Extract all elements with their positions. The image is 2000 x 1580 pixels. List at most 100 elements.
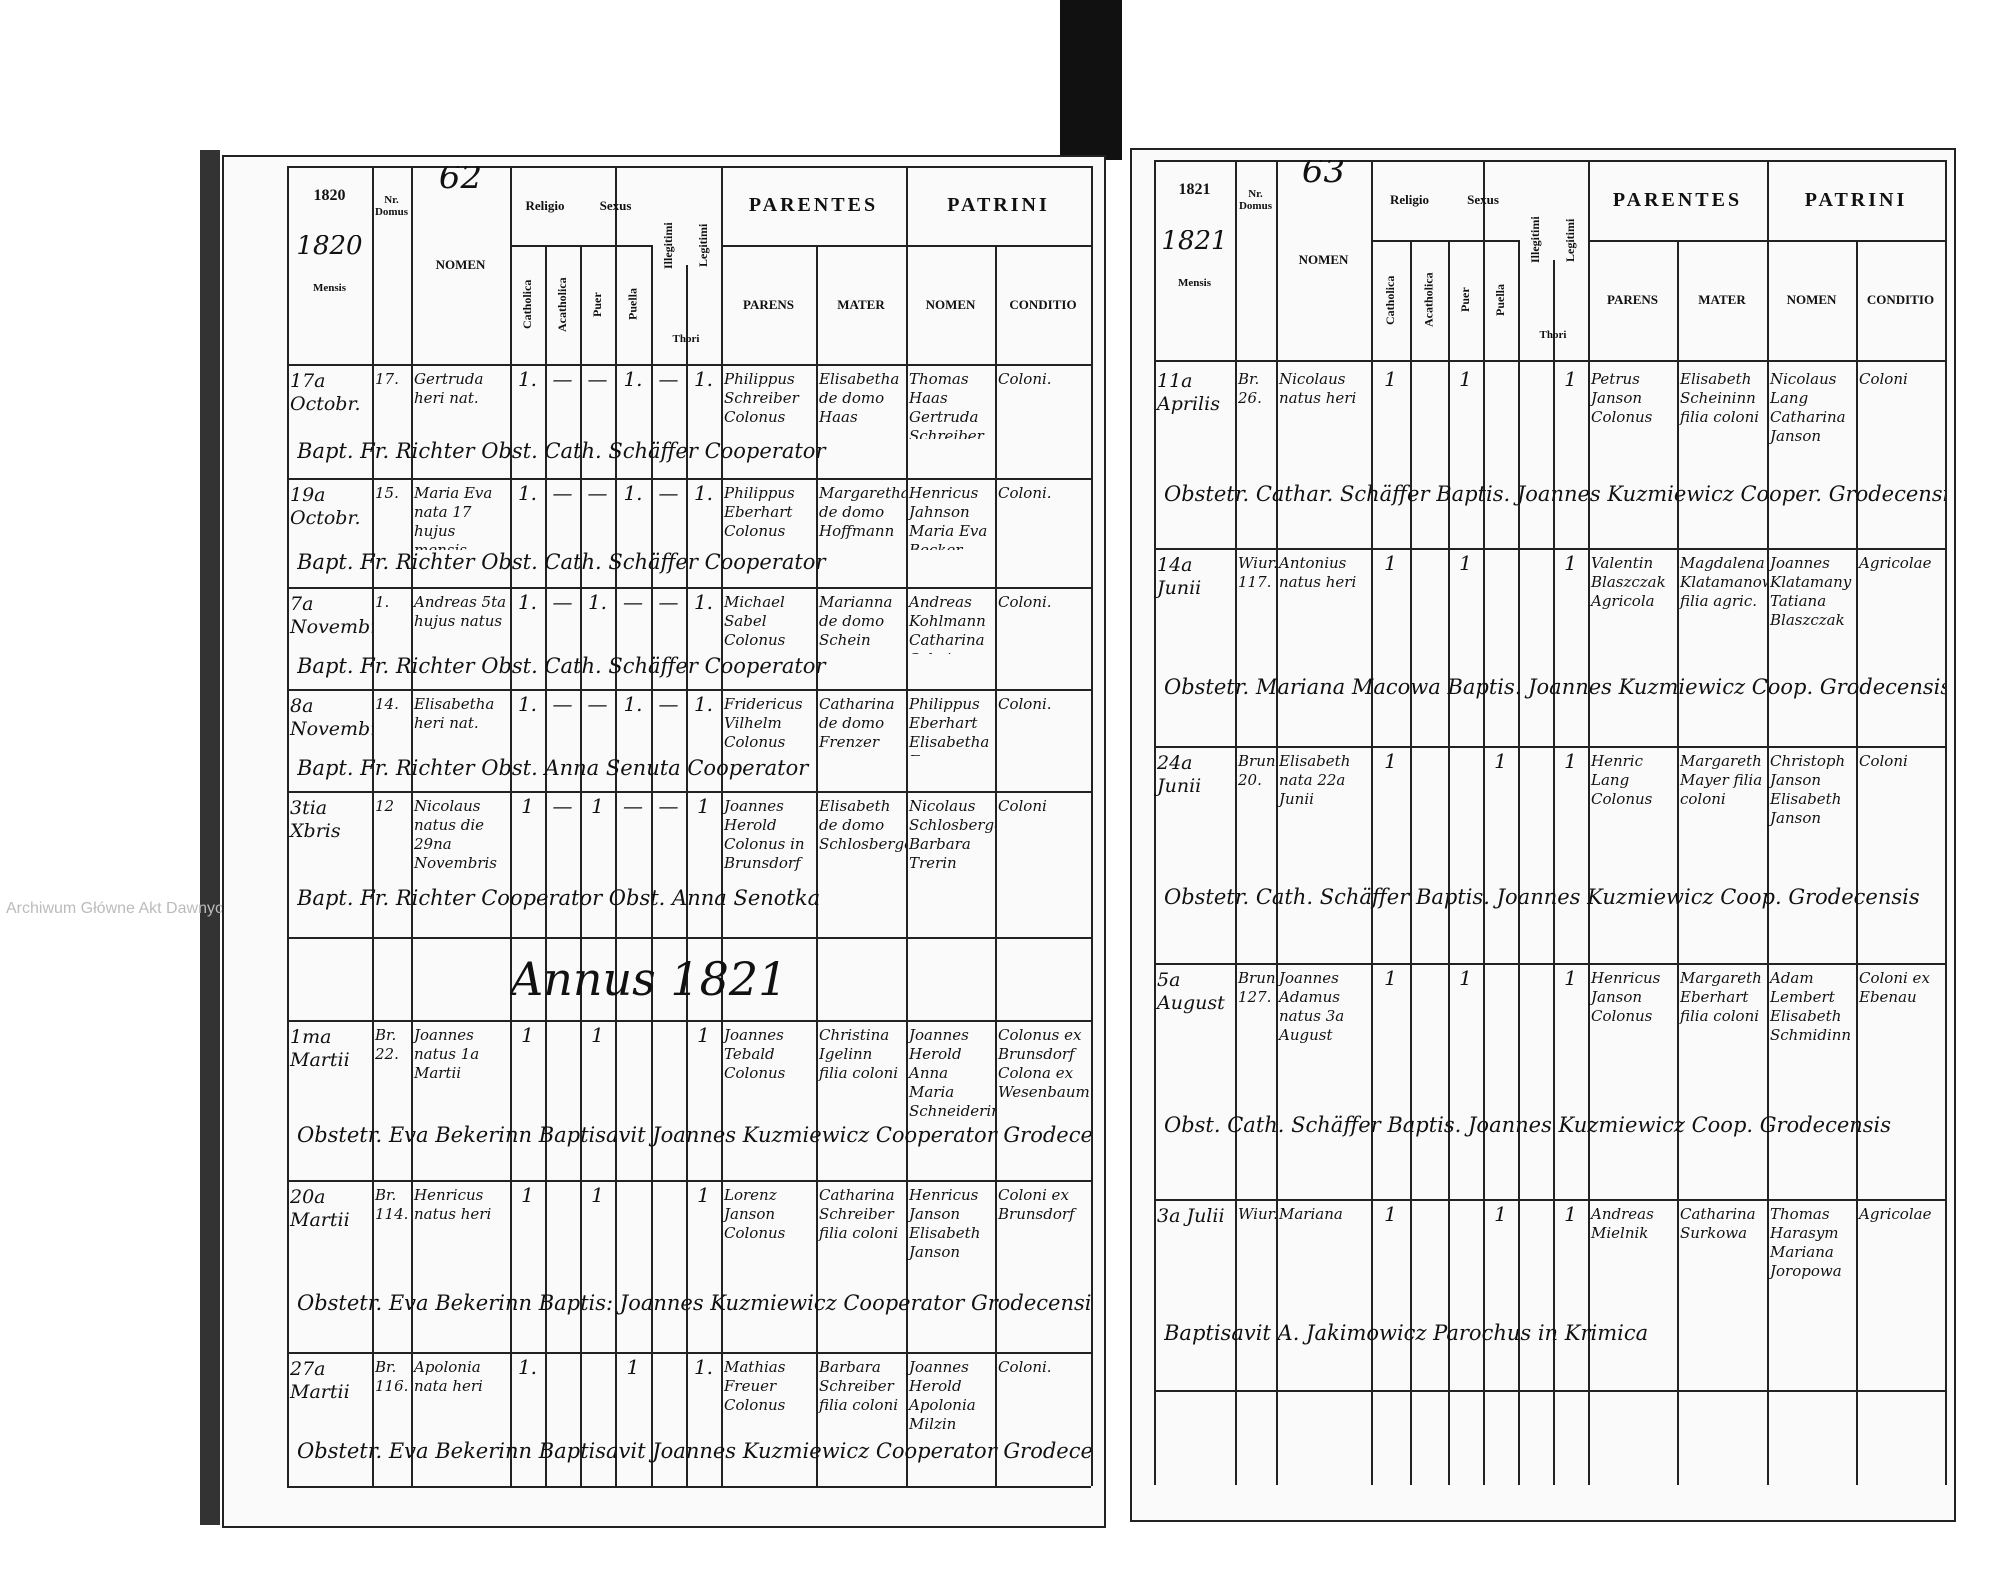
tally-mark: 1. (517, 482, 538, 505)
religio: Religio (1390, 192, 1429, 207)
rule (1276, 160, 1278, 1485)
tally-mark: 1 (1384, 1203, 1397, 1226)
column-header: CONDITIO (1866, 292, 1935, 307)
entry-parens: Andreas Mielnik (1591, 1205, 1654, 1242)
rule (1235, 160, 1237, 1485)
entry-nr: Wiur. (1238, 1205, 1276, 1223)
entry-mater: Margareth Mayer filia coloni (1680, 752, 1763, 808)
page-edge (200, 150, 220, 1525)
rule (1154, 1199, 1945, 1201)
tally-mark: 1 (521, 795, 534, 818)
tally-mark: 1 (1564, 1203, 1577, 1226)
entry-date: 8a Novembr. (290, 695, 372, 740)
entry-mater: Catharina Surkowa (1680, 1205, 1756, 1242)
entry-date: 17a Octobr. (290, 370, 361, 415)
entry-date: 3tia Xbris (290, 797, 341, 842)
tally-mark: 1. (517, 693, 538, 716)
nomen-header: NOMEN (435, 257, 486, 272)
entry-nr: Br. 26. (1238, 370, 1262, 407)
rule (510, 245, 651, 247)
tally-mark: 1 (1384, 368, 1397, 391)
rule (287, 587, 1091, 589)
entry-note: Obstetr. Eva Bekerinn Baptisavit Joannes… (297, 1439, 1091, 1464)
tally-mark: — (552, 368, 573, 391)
rule (1371, 240, 1518, 242)
rule (1154, 548, 1945, 550)
rule (545, 245, 547, 1486)
entry-nomen: Joannes natus 1a Martii (414, 1026, 480, 1082)
tally-mark: 1 (1564, 750, 1577, 773)
tally-mark: 1 (697, 1184, 710, 1207)
entry-parens: Joannes Tebald Colonus (724, 1026, 786, 1082)
tally-mark: 1 (1494, 1203, 1507, 1226)
entry-nr: 15. (375, 484, 399, 502)
entry-mater: Catharina Schreiber filia coloni (819, 1186, 899, 1242)
tally-mark: — (658, 482, 679, 505)
rule (287, 937, 1091, 939)
entry-parens: Michael Sabel Colonus (724, 593, 786, 649)
sexus: Sexus (1467, 192, 1499, 207)
rule (287, 166, 289, 1486)
tally-mark: 1. (693, 693, 714, 716)
year-printed: 1821 (1178, 181, 1211, 198)
column-header: PARENS (742, 296, 795, 312)
rule (1371, 160, 1373, 1485)
entry-date: 14a Junii (1157, 554, 1202, 599)
entry-nr: Br. 116. (375, 1358, 409, 1395)
entry-mater: Catharina de domo Frenzer (819, 695, 895, 751)
entry-parens: Henric Lang Colonus (1591, 752, 1653, 808)
column-header: Legitimi (696, 223, 710, 268)
rule (1448, 240, 1450, 1485)
patrini: PATRINI (1804, 188, 1908, 211)
tally-mark: — (587, 482, 608, 505)
tally-mark: — (552, 482, 573, 505)
entry-mater: Elisabeth Scheininn filia coloni (1680, 370, 1760, 426)
rule (287, 364, 1091, 366)
year-printed: 1820 (313, 186, 346, 204)
entry-nr: Br. 22. (375, 1026, 399, 1063)
entry-parens: Philippus Schreiber Colonus (724, 370, 799, 426)
tally-mark: 1 (521, 1184, 534, 1207)
rule (1154, 160, 1156, 1485)
entry-note: Bapt. Fr. Richter Cooperator Obst. Anna … (297, 885, 821, 910)
tally-mark: — (552, 591, 573, 614)
entry-conditio: Agricolae (1859, 554, 1932, 572)
tally-mark: 1 (591, 1024, 604, 1047)
page-number: 63 (1301, 160, 1346, 191)
entry-nr: 1. (375, 593, 390, 611)
tally-mark: — (587, 368, 608, 391)
column-header: Puella (1493, 284, 1507, 316)
rule (411, 166, 413, 1486)
entry-conditio: Coloni. (998, 1358, 1052, 1376)
entry-nomen: Joannes Adamus natus 3a August (1279, 969, 1345, 1044)
column-header: Acatholica (555, 277, 569, 332)
entry-nr: Br. 114. (375, 1186, 409, 1223)
rule (1518, 240, 1520, 1485)
entry-nomen: Gertruda heri nat. (414, 370, 484, 407)
column-header: Legitimi (1563, 218, 1577, 262)
tally-mark: 1. (587, 591, 608, 614)
entry-note: Baptisavit A. Jakimowicz Parochus in Kri… (1164, 1321, 1649, 1346)
entry-nomen: Elisabeth nata 22a Junii (1279, 752, 1351, 808)
entry-nr: Wiur. 117. (1238, 554, 1276, 591)
tally-mark: 1 (1564, 368, 1577, 391)
entry-mater: Christina Igelinn filia coloni (819, 1026, 899, 1082)
column-header: Puer (590, 292, 604, 317)
rule (686, 265, 688, 1486)
entry-note: Obstetr. Cath. Schäffer Baptis. Joannes … (1164, 884, 1920, 909)
religio: Religio (525, 197, 565, 213)
rule (1588, 240, 1945, 242)
rule (372, 166, 374, 1486)
entry-nr: 17. (375, 370, 399, 388)
tally-mark: 1 (1564, 967, 1577, 990)
mensis: Mensis (1178, 276, 1211, 289)
entry-patrini: Thomas Harasym Mariana Joropowa (1770, 1205, 1842, 1280)
column-header: Illegitimi (1528, 216, 1542, 264)
entry-mater: Barbara Schreiber filia coloni (819, 1358, 899, 1414)
rule (287, 1486, 1091, 1488)
gutter (1060, 0, 1122, 160)
tally-mark: 1 (1494, 750, 1507, 773)
entry-parens: Petrus Janson Colonus (1591, 370, 1653, 426)
tally-mark: 1. (623, 368, 643, 391)
